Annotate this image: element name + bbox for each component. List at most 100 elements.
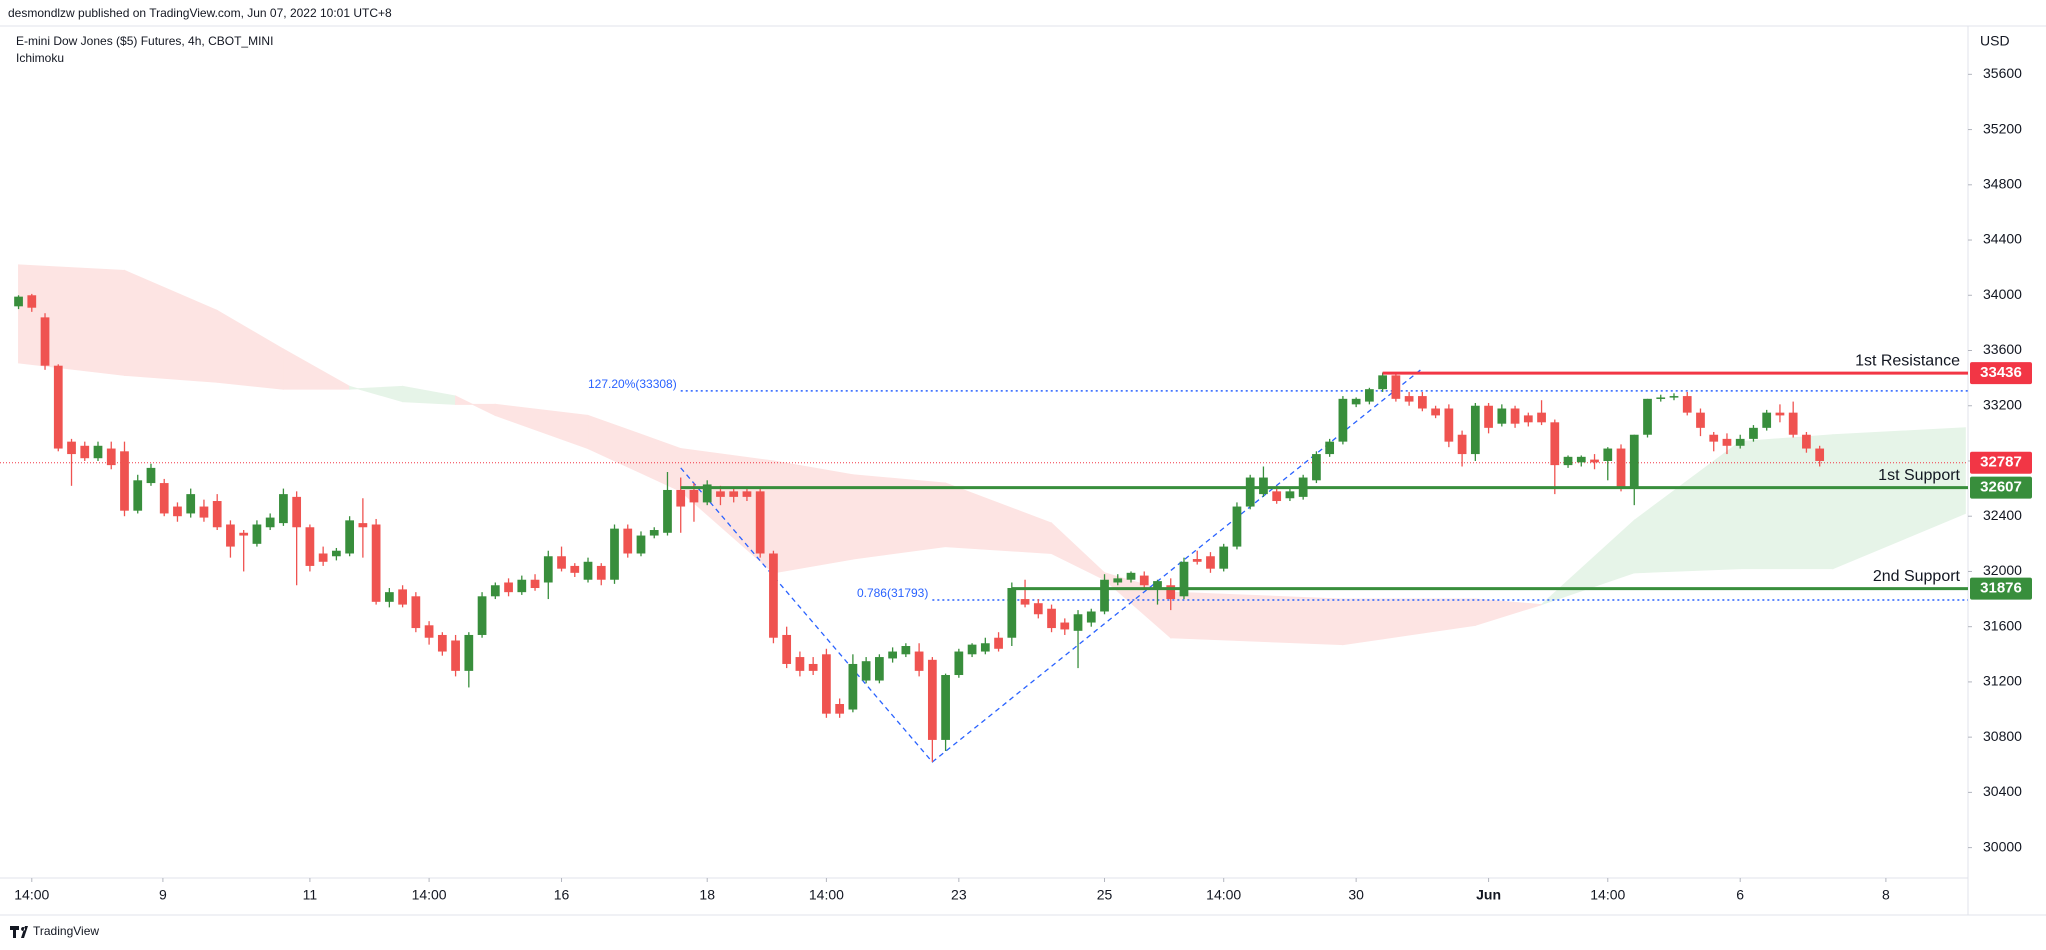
candle-body	[1153, 581, 1162, 589]
candle-body	[543, 556, 553, 583]
candle-body	[14, 296, 23, 307]
candle-body	[1033, 603, 1043, 615]
candle-body	[464, 634, 474, 671]
candle-body	[1020, 599, 1030, 605]
candle-body	[411, 596, 421, 629]
candle-body	[795, 657, 805, 671]
candle-body	[689, 489, 699, 503]
x-tick-label: Jun	[1476, 887, 1501, 903]
candle-body	[53, 365, 63, 449]
candle-body	[835, 704, 845, 714]
candle-body	[1735, 438, 1745, 446]
candle-body	[146, 467, 156, 484]
candle-body	[808, 663, 818, 671]
level-price-tag	[1970, 577, 2032, 600]
candle-body	[1629, 434, 1639, 488]
y-tick-label: 35200	[1983, 120, 2022, 136]
candle-body	[676, 489, 686, 507]
candle-body	[159, 483, 169, 514]
candle-body	[1815, 448, 1825, 461]
candle-body	[1788, 412, 1798, 435]
candle-body	[1444, 408, 1454, 442]
candle-body	[93, 445, 103, 459]
y-tick-label: 34400	[1983, 231, 2022, 247]
y-tick-label: 33600	[1983, 341, 2022, 357]
candle-body	[769, 553, 778, 638]
candle-body	[967, 644, 977, 655]
x-tick-label: 16	[554, 887, 570, 903]
candle-body	[1590, 459, 1599, 463]
candle-body	[1272, 491, 1282, 502]
candle-body	[1457, 434, 1467, 455]
candle-body	[636, 535, 646, 554]
last-price-label: 32787	[1980, 454, 2022, 471]
x-tick-label: 11	[303, 887, 318, 903]
candle-body	[994, 637, 1003, 649]
candle-body	[1086, 611, 1096, 623]
candle-body	[888, 651, 897, 659]
candle-body	[1417, 396, 1427, 409]
candle-body	[1378, 375, 1388, 390]
candle-body	[1007, 588, 1017, 638]
footer-brand: TradingView	[33, 924, 99, 938]
candle-body	[1060, 622, 1070, 630]
candle-body	[1749, 427, 1758, 439]
candle-body	[583, 561, 593, 580]
candle-body	[623, 528, 633, 554]
x-tick-label: 6	[1736, 887, 1744, 903]
candle-body	[279, 494, 288, 524]
candle-body	[1351, 398, 1361, 405]
level-name: 1st Resistance	[1855, 352, 1960, 369]
candle-body	[848, 663, 858, 710]
candle-body	[1391, 375, 1401, 399]
candle-body	[1510, 408, 1520, 424]
candle-body	[755, 491, 765, 554]
x-tick-label: 9	[159, 887, 167, 903]
candle-body	[1047, 608, 1056, 629]
fib-label: 127.20%(33308)	[588, 377, 677, 391]
candle-body	[1709, 434, 1719, 442]
level-price-tag	[1970, 476, 2032, 499]
plot-area	[0, 264, 1968, 763]
candle-body	[1576, 456, 1586, 463]
candle-body	[226, 524, 235, 547]
last-price-tag	[1970, 451, 2032, 474]
ichimoku-cloud	[1170, 591, 1344, 646]
candle-body	[1563, 456, 1573, 466]
candle-body	[1656, 397, 1666, 399]
candle-body	[1775, 412, 1785, 416]
candle-body	[530, 579, 540, 589]
candle-body	[954, 651, 964, 676]
x-tick-label: 14:00	[1590, 887, 1625, 903]
candle-body	[1312, 454, 1321, 481]
candle-body	[1259, 477, 1268, 495]
candle-body	[1219, 546, 1229, 569]
candle-body	[1126, 572, 1136, 580]
candle-body	[782, 634, 792, 664]
candle-body	[557, 556, 566, 569]
candle-body	[173, 506, 182, 517]
currency: USD	[1980, 33, 2010, 49]
candle-body	[1722, 438, 1732, 446]
x-tick-label: 14:00	[14, 887, 49, 903]
symbol-title: E-mini Dow Jones ($5) Futures, 4h, CBOT_…	[16, 34, 273, 48]
y-tick-label: 30400	[1983, 783, 2022, 799]
candle-body	[1537, 412, 1546, 423]
candle-body	[318, 553, 328, 562]
candle-body	[1404, 396, 1414, 402]
candle-body	[941, 675, 950, 740]
candle-body	[199, 506, 209, 518]
y-tick-label: 32400	[1983, 507, 2022, 523]
candle-body	[504, 582, 513, 593]
candle-body	[1603, 448, 1613, 461]
candle-body	[477, 596, 487, 635]
candle-body	[1470, 405, 1480, 455]
candle-body	[80, 445, 90, 459]
candle-body	[1550, 422, 1560, 466]
candle-body	[305, 527, 315, 566]
x-tick-label: 14:00	[1206, 887, 1241, 903]
candle-body	[861, 661, 871, 681]
x-tick-label: 8	[1882, 887, 1890, 903]
